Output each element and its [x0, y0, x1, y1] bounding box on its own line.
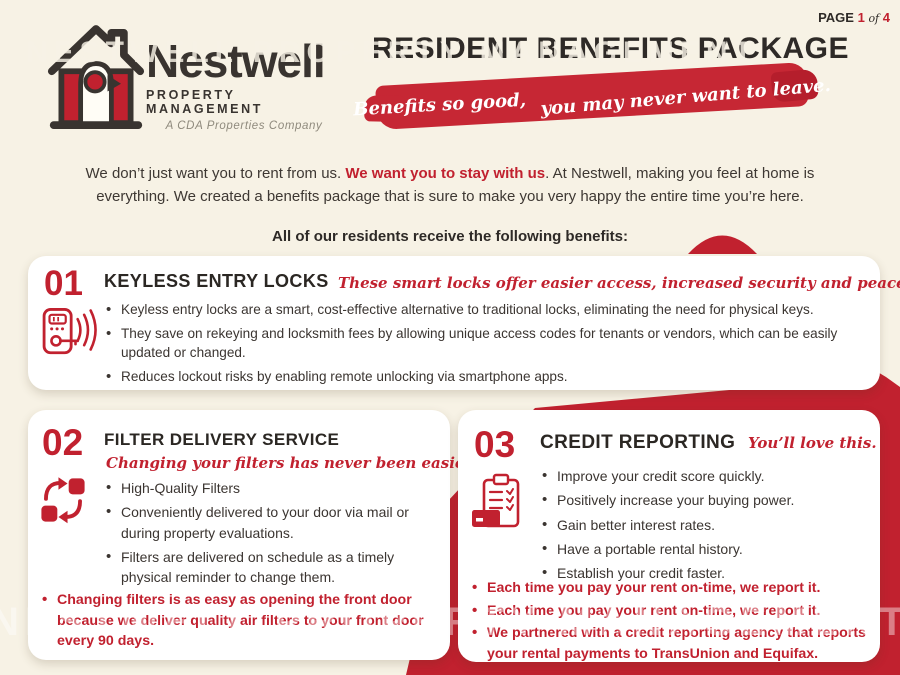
- bullet-item: Improve your credit score quickly.: [540, 465, 870, 487]
- benefit-card-filter-delivery: 02 FILTER DELIVERY SERVICE Changing your…: [28, 410, 476, 660]
- card-title: KEYLESS ENTRY LOCKS: [104, 271, 329, 291]
- card-number: 02: [42, 422, 84, 463]
- bullet-item: Each time you pay your rent on-time, we …: [470, 577, 874, 599]
- smart-lock-icon: [42, 308, 97, 355]
- header: Nestwell PROPERTY MANAGEMENT A CDA Prope…: [0, 0, 900, 145]
- bullet-item: Have a portable rental history.: [540, 538, 870, 560]
- bullet-item: Each time you pay your rent on-time, we …: [470, 600, 874, 622]
- card-title: CREDIT REPORTING: [540, 432, 736, 453]
- card-number: 01: [44, 264, 83, 303]
- section-lead: All of our residents receive the followi…: [272, 228, 628, 245]
- page-total: 4: [882, 10, 890, 25]
- bullet-list: High-Quality Filters Conveniently delive…: [104, 477, 440, 591]
- page-label: PAGE: [818, 10, 854, 25]
- card-tagline: Changing your filters has never been eas…: [106, 454, 477, 472]
- bullet-item: We partnered with a credit reporting age…: [470, 622, 874, 664]
- card-tagline: These smart locks offer easier access, i…: [338, 274, 900, 292]
- page-indicator: PAGE 1 of 4: [818, 10, 890, 25]
- slogan-text: Benefits so good, you may never want to …: [352, 72, 832, 120]
- page-of: of: [868, 12, 880, 25]
- page-title: RESIDENT BENEFITS PACKAGE: [372, 32, 849, 65]
- slogan-part2: you may never want to leave.: [539, 74, 832, 120]
- bullet-item: Conveniently delivered to your door via …: [104, 501, 440, 543]
- bullet-item: Changing filters is as easy as opening t…: [40, 589, 442, 652]
- bullet-item: Positively increase your buying power.: [540, 489, 870, 511]
- intro-highlight: We want you to stay with us: [345, 165, 546, 182]
- slogan-part1: Benefits so good,: [352, 89, 527, 120]
- bullet-item: They save on rekeying and locksmith fees…: [104, 323, 866, 363]
- benefit-card-keyless-entry-locks: 01 KEYLESS ENTRY LOCKS These smart locks…: [28, 256, 900, 391]
- bullet-item: Filters are delivered on schedule as a t…: [104, 546, 440, 588]
- slogan-banner: Benefits so good, you may never want to …: [353, 61, 832, 131]
- bullet-list: Improve your credit score quickly. Posit…: [540, 465, 870, 587]
- bullet-item: Gain better interest rates.: [540, 514, 870, 536]
- filter-swap-icon: [41, 477, 85, 524]
- brand-block: Nestwell PROPERTY MANAGEMENT A CDA Prope…: [146, 38, 356, 132]
- card-number: 03: [474, 424, 516, 465]
- bullet-item: High-Quality Filters: [104, 477, 440, 499]
- brand-tagline: A CDA Properties Company: [165, 120, 323, 132]
- highlight-bullet-list: Changing filters is as easy as opening t…: [40, 589, 442, 656]
- credit-report-icon: [472, 473, 520, 528]
- bullet-item: Reduces lockout risks by enabling remote…: [104, 366, 866, 387]
- benefit-card-credit-reporting: 03 CREDIT REPORTING You’ll love this. Im…: [458, 410, 880, 662]
- intro-paragraph: We don’t just want you to rent from us. …: [70, 163, 830, 208]
- brand-subtitle: PROPERTY MANAGEMENT: [146, 88, 263, 116]
- brand-name: Nestwell: [146, 35, 326, 87]
- page-current: 1: [857, 10, 865, 25]
- bullet-item: Keyless entry locks are a smart, cost-ef…: [104, 299, 866, 320]
- bullet-list: Keyless entry locks are a smart, cost-ef…: [104, 299, 866, 391]
- intro-part1: We don’t just want you to rent from us.: [85, 165, 346, 182]
- highlight-bullet-list: Each time you pay your rent on-time, we …: [470, 577, 874, 666]
- intro-part2: . At Nestwell, making you feel at home i…: [96, 165, 815, 205]
- card-tagline: You’ll love this.: [748, 434, 877, 452]
- card-title: FILTER DELIVERY SERVICE: [104, 430, 340, 449]
- house-logo-icon: [47, 25, 145, 129]
